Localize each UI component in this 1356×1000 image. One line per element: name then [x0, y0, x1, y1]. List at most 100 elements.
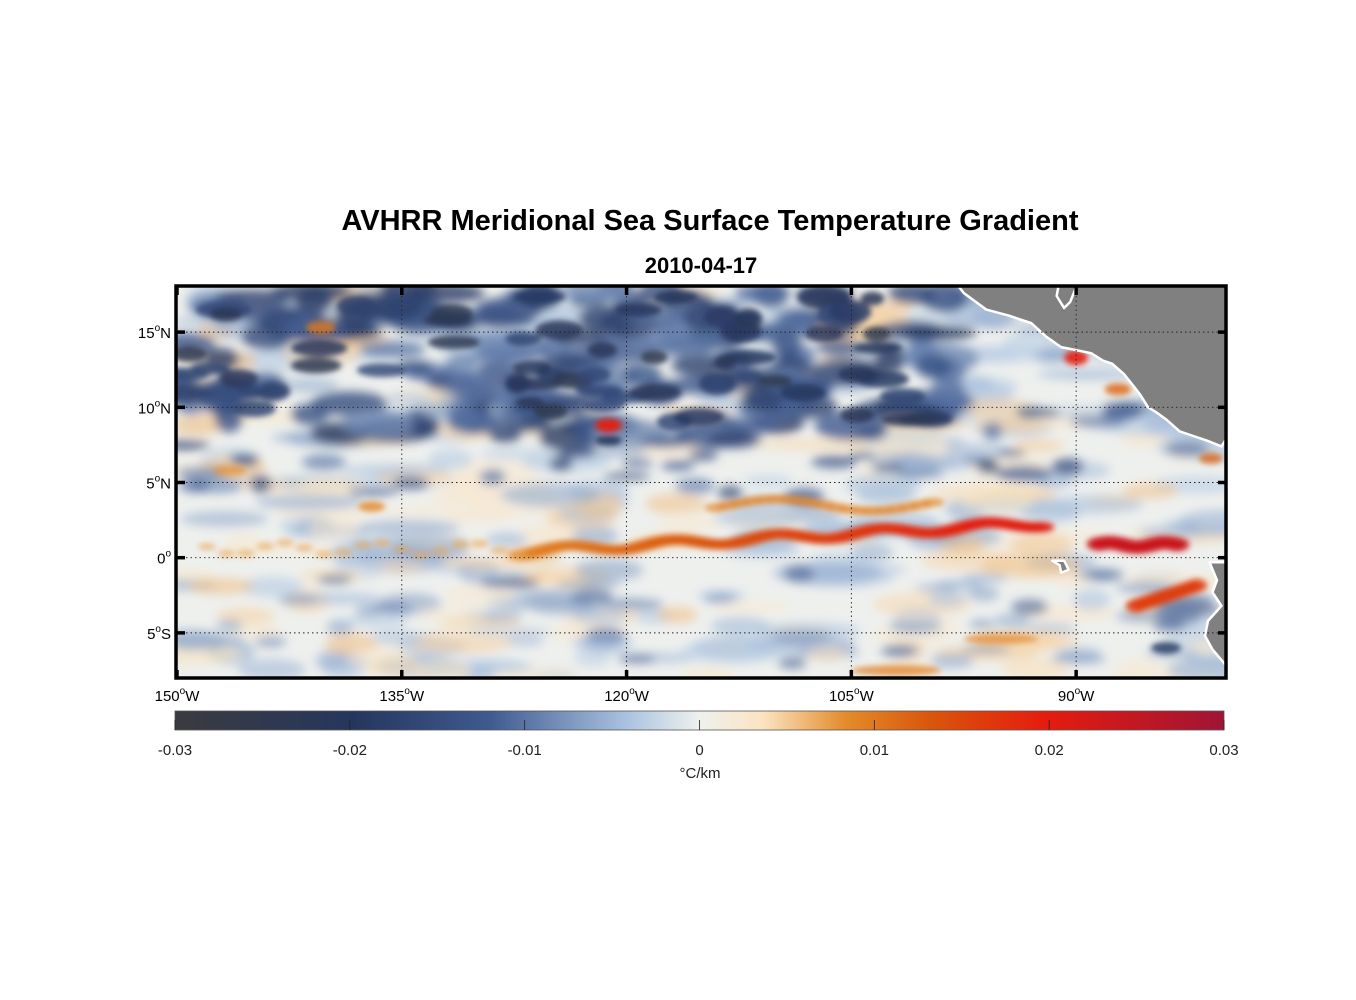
negative-gradient-patch — [735, 371, 763, 383]
negative-gradient-patch — [587, 342, 617, 359]
negative-gradient-patch — [574, 559, 644, 581]
negative-gradient-patch — [385, 391, 433, 409]
negative-gradient-patch — [944, 442, 1010, 459]
positive-gradient-patch — [806, 645, 847, 664]
negative-gradient-patch — [457, 415, 511, 428]
negative-gradient-patch — [356, 363, 408, 378]
negative-gradient-patch — [249, 475, 273, 493]
negative-gradient-patch — [370, 602, 413, 615]
negative-gradient-patch — [929, 377, 966, 408]
latitude-labels: 15oN 10oN 5oN 0o​ 5oS — [138, 323, 172, 643]
positive-gradient-patch — [297, 477, 365, 495]
negative-gradient-patch — [734, 287, 790, 304]
negative-gradient-patch — [770, 631, 833, 644]
negative-gradient-patch — [743, 475, 793, 487]
negative-gradient-patch — [450, 372, 495, 404]
negative-gradient-patch — [563, 287, 635, 303]
positive-gradient-patch — [275, 538, 294, 547]
negative-gradient-patch — [1175, 525, 1226, 537]
negative-gradient-patch — [190, 361, 230, 375]
positive-gradient-patch — [413, 658, 472, 678]
positive-gradient-patch — [305, 320, 336, 335]
figure-date: 2010-04-17 — [644, 253, 758, 278]
positive-gradient-patch — [682, 667, 736, 678]
negative-gradient-patch — [177, 384, 210, 406]
positive-gradient-patch — [851, 665, 942, 676]
negative-gradient-patch — [533, 403, 568, 420]
positive-gradient-patch — [509, 550, 528, 559]
negative-gradient-patch — [1152, 617, 1186, 632]
negative-gradient-patch — [862, 326, 891, 342]
negative-gradient-patch — [588, 631, 619, 645]
land-mask — [957, 287, 1226, 668]
negative-gradient-patch — [717, 485, 743, 501]
negative-gradient-patch — [575, 384, 623, 397]
negative-gradient-patch — [371, 630, 424, 645]
positive-gradient-patch — [358, 501, 386, 512]
negative-gradient-patch — [555, 579, 621, 589]
negative-gradient-patch — [358, 519, 461, 535]
negative-gradient-patch — [392, 477, 430, 490]
negative-gradient-patch — [241, 576, 304, 598]
positive-gradient-patch — [307, 518, 359, 538]
galapagos-land — [1050, 559, 1070, 574]
negative-gradient-patch — [236, 385, 285, 398]
positive-gradient-patch — [1027, 521, 1055, 533]
negative-gradient-patch — [215, 619, 243, 632]
negative-gradient-patch — [930, 653, 974, 669]
positive-gradient-patch — [1012, 438, 1064, 453]
negative-gradient-patch — [777, 656, 807, 670]
colorbar-unit-label: °C/km — [680, 765, 721, 782]
negative-gradient-patch — [849, 451, 876, 460]
positive-gradient-patch — [941, 536, 985, 556]
negative-gradient-patch — [804, 324, 844, 343]
negative-gradient-patch — [967, 585, 1000, 602]
negative-gradient-patch — [310, 391, 388, 416]
negative-gradient-patch — [326, 619, 354, 635]
negative-gradient-patch — [444, 353, 476, 378]
negative-gradient-patch — [512, 290, 567, 303]
positive-gradient-patch — [1165, 537, 1190, 552]
negative-gradient-patch — [961, 645, 1011, 653]
negative-gradient-patch — [687, 449, 719, 461]
negative-gradient-patch — [465, 626, 553, 638]
positive-gradient-patch — [418, 605, 487, 625]
negative-gradient-patch — [515, 396, 544, 409]
gradient-patches-fronts — [177, 287, 1224, 676]
positive-gradient-patch — [962, 488, 1036, 514]
positive-gradient-patch — [177, 416, 224, 436]
colorbar-tick-label: -0.02 — [333, 742, 367, 759]
positive-gradient-patch — [755, 438, 866, 451]
negative-gradient-patch — [871, 463, 905, 473]
positive-gradient-patch — [431, 547, 450, 556]
lon-tick-label: 120oW — [604, 686, 650, 705]
negative-gradient-patch — [714, 354, 737, 370]
colorbar-tick-label: 0 — [695, 742, 703, 759]
positive-gradient-patch — [1199, 453, 1224, 464]
positive-gradient-patch — [1001, 657, 1071, 678]
positive-gradient-patch — [595, 418, 623, 433]
negative-gradient-patch — [673, 407, 725, 427]
negative-gradient-patch — [698, 372, 736, 395]
negative-gradient-patch — [1151, 641, 1182, 654]
negative-gradient-patch — [1050, 654, 1107, 664]
negative-gradient-patch — [844, 474, 921, 497]
negative-gradient-patch — [340, 409, 422, 439]
negative-gradient-patch — [322, 666, 364, 678]
positive-gradient-patch — [645, 493, 706, 515]
yucatan-land — [1055, 287, 1078, 310]
positive-gradient-patch — [197, 542, 216, 551]
colorbar-tick-label: 0.02 — [1035, 742, 1064, 759]
negative-gradient-patch — [237, 658, 306, 678]
negative-gradient-patch — [961, 573, 1008, 583]
negative-gradient-patch — [427, 335, 480, 350]
negative-gradient-patch — [840, 406, 875, 424]
map-gridlines — [177, 287, 1226, 678]
positive-gradient-patch — [518, 524, 577, 544]
positive-gradient-patch — [1064, 350, 1089, 366]
negative-gradient-patch — [1100, 407, 1141, 422]
positive-gradient-patch — [442, 507, 516, 524]
negative-gradient-patch — [548, 456, 573, 472]
negative-gradient-patch — [995, 465, 1052, 482]
negative-gradient-patch — [653, 290, 699, 304]
